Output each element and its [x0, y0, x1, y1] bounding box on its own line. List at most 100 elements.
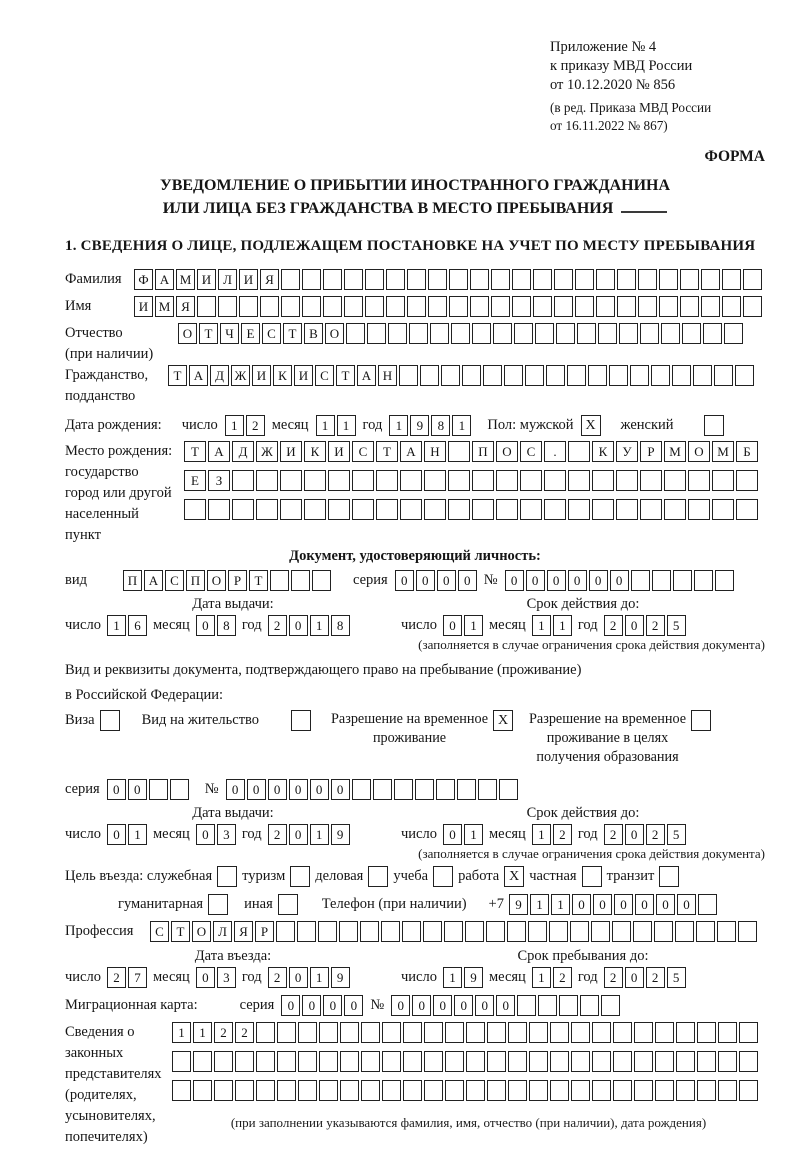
purpose-official-checkbox[interactable] — [217, 866, 238, 887]
char-cell: 2 — [603, 824, 623, 845]
field-label-line: Профессия — [65, 923, 134, 939]
char-cell — [535, 323, 554, 344]
identity-doc-heading: Документ, удостоверяющий личность: — [289, 548, 541, 564]
visa-checkbox[interactable] — [99, 710, 120, 731]
purpose-study-checkbox[interactable] — [433, 866, 454, 887]
representatives-row3-cells[interactable] — [172, 1080, 765, 1101]
char-cell — [568, 441, 590, 462]
char-cell — [269, 570, 289, 591]
purpose-private-checkbox[interactable] — [581, 866, 602, 887]
temp-residence-education-checkbox[interactable] — [691, 710, 712, 731]
char-cell: 0 — [624, 615, 644, 636]
char-cell — [693, 570, 713, 591]
char-cell: Р — [640, 441, 662, 462]
char-cell — [651, 570, 671, 591]
field-label-line: город или другой — [65, 485, 172, 501]
char-cell — [568, 470, 590, 491]
purpose-tourism-checkbox[interactable] — [290, 866, 311, 887]
purpose-other-checkbox[interactable] — [277, 894, 298, 915]
representatives-row2-cells[interactable] — [172, 1051, 765, 1072]
field-label: год — [241, 969, 262, 985]
form-row: серия 0 0 № 0 0 0 0 0 0 — [65, 779, 765, 800]
purpose-transit-checkbox[interactable] — [659, 866, 680, 887]
field-label: Пол: мужской — [487, 417, 574, 433]
char-cell: 0 — [676, 894, 696, 915]
char-cell — [256, 1080, 275, 1101]
char-cell — [302, 296, 321, 317]
char-cell — [664, 470, 686, 491]
gender-female-checkbox[interactable] — [703, 415, 724, 436]
text-line: Вид и реквизиты документа, подтверждающе… — [65, 662, 582, 678]
char-cell: 5 — [666, 615, 686, 636]
char-cell — [633, 921, 652, 942]
char-cell: Т — [248, 570, 268, 591]
char-cell: Е — [184, 470, 206, 491]
appendix-line-2: к приказу МВД России — [550, 58, 693, 74]
char-cell: 6 — [127, 615, 147, 636]
char-cell: М — [712, 441, 734, 462]
char-cell: С — [150, 921, 169, 942]
temp-residence-permit-checkbox[interactable]: X — [493, 710, 514, 731]
char-cell — [361, 1080, 380, 1101]
gender-male-checkbox[interactable]: X — [580, 415, 601, 436]
purpose-work-checkbox[interactable]: X — [504, 866, 525, 887]
residence-permit-checkbox[interactable] — [291, 710, 312, 731]
char-cell: С — [520, 441, 542, 462]
char-cell — [462, 365, 481, 386]
char-cell: П — [122, 570, 142, 591]
field-label: год — [241, 617, 262, 633]
char-cell — [365, 269, 384, 290]
date-group: число 1 6 месяц 0 8 год 2 0 1 8 — [65, 615, 401, 636]
char-cell — [688, 499, 710, 520]
purpose-humanitarian-checkbox[interactable] — [208, 894, 229, 915]
spacer — [472, 894, 484, 895]
char-cell — [444, 921, 463, 942]
char-cell — [575, 296, 594, 317]
purpose-business-checkbox[interactable] — [368, 866, 389, 887]
char-cell — [381, 921, 400, 942]
field-label: № — [483, 572, 498, 588]
char-cell: 0 — [436, 570, 456, 591]
char-cell — [598, 323, 617, 344]
birthplace-row3-cells[interactable] — [184, 499, 765, 520]
char-cell: 0 — [496, 995, 516, 1016]
char-cell — [449, 269, 468, 290]
